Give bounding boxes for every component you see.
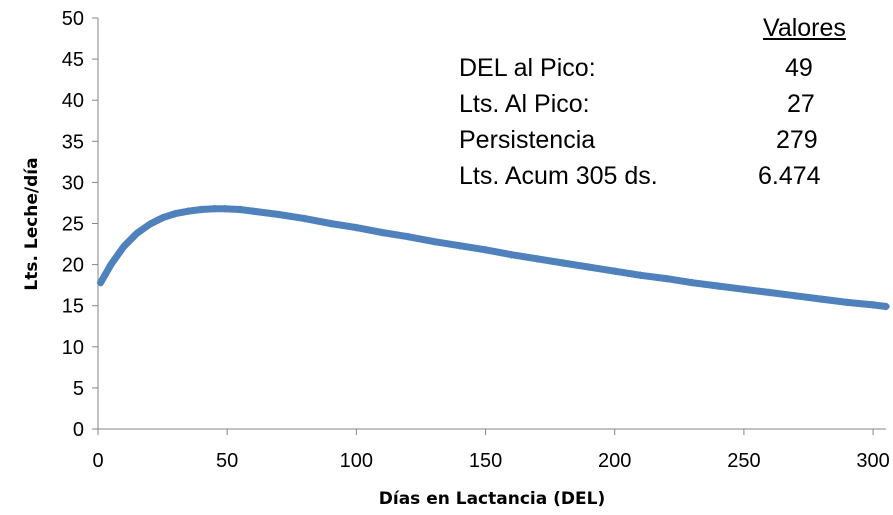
data-point	[739, 285, 748, 294]
y-tick-label: 5	[73, 378, 84, 400]
data-point	[765, 288, 774, 297]
x-axis-title: Días en Lactancia (DEL)	[379, 489, 605, 509]
series-group	[96, 204, 890, 311]
data-point	[274, 210, 283, 219]
x-tick-label: 50	[216, 450, 238, 472]
y-tick-label: 25	[62, 214, 84, 236]
x-tick-label: 0	[92, 450, 103, 472]
data-point	[817, 295, 826, 304]
data-point	[455, 241, 464, 250]
x-tick-label: 150	[469, 450, 502, 472]
annotation-label-lts-pico: Lts. Al Pico:	[459, 90, 590, 118]
y-tick-label: 35	[62, 131, 84, 153]
data-point	[843, 298, 852, 307]
data-point	[610, 267, 619, 276]
y-tick-label: 45	[62, 49, 84, 71]
data-point	[326, 219, 335, 228]
annotation-label-lts-acum: Lts. Acum 305 ds.	[459, 162, 658, 190]
annotation-label-persistencia: Persistencia	[459, 126, 596, 154]
data-point	[158, 213, 167, 222]
x-axis-ticks: 0 50 100 150 200 250 300	[92, 429, 890, 472]
data-point	[429, 237, 438, 246]
data-point	[882, 302, 890, 311]
annotation-value-lts-acum: 6.474	[758, 162, 821, 190]
data-point	[236, 205, 245, 214]
data-point	[171, 209, 180, 218]
data-point	[132, 229, 141, 238]
y-tick-label: 40	[62, 90, 84, 112]
annotation-value-persistencia: 279	[776, 126, 818, 154]
data-point	[662, 274, 671, 283]
data-point	[106, 260, 115, 269]
data-point	[507, 250, 516, 259]
y-axis-ticks: 0 5 10 15 20 25 30 35 40 45 50	[62, 8, 98, 441]
data-point	[559, 258, 568, 267]
data-point	[352, 223, 361, 232]
data-point	[636, 271, 645, 280]
y-axis-title: Lts. Leche/día	[22, 157, 42, 290]
data-point	[714, 281, 723, 290]
data-point	[145, 220, 154, 229]
data-point	[584, 263, 593, 272]
data-point	[404, 232, 413, 241]
data-point	[300, 214, 309, 223]
x-tick-label: 100	[340, 450, 373, 472]
x-tick-label: 200	[598, 450, 631, 472]
data-point	[96, 278, 105, 287]
data-point	[481, 245, 490, 254]
data-point	[197, 205, 206, 214]
data-point	[688, 278, 697, 287]
data-point	[220, 204, 229, 213]
x-tick-label: 300	[856, 450, 889, 472]
data-point	[791, 291, 800, 300]
y-tick-label: 0	[73, 419, 84, 441]
x-tick-label: 250	[727, 450, 760, 472]
y-tick-label: 10	[62, 337, 84, 359]
y-tick-label: 50	[62, 8, 84, 30]
data-point	[249, 207, 258, 216]
data-point	[184, 207, 193, 216]
annotation-value-del-pico: 49	[785, 54, 813, 82]
annotation-label-del-pico: DEL al Pico:	[459, 54, 596, 82]
data-point	[119, 242, 128, 251]
data-point	[869, 300, 878, 309]
y-tick-label: 30	[62, 172, 84, 194]
y-tick-label: 15	[62, 296, 84, 318]
y-tick-label: 20	[62, 255, 84, 277]
data-point	[210, 204, 219, 213]
annotation-header: Valores	[763, 14, 846, 42]
data-point	[533, 254, 542, 263]
annotation-value-lts-pico: 27	[787, 90, 815, 118]
data-point	[378, 228, 387, 237]
